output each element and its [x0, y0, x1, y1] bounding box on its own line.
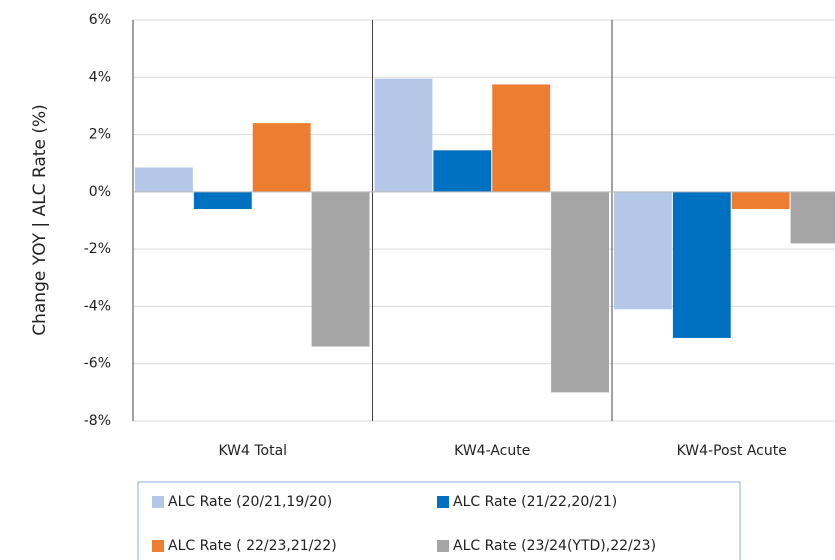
legend-swatch	[437, 540, 449, 552]
bar	[551, 191, 609, 393]
bar	[135, 167, 193, 192]
y-tick-label: 4%	[89, 69, 111, 85]
y-tick-label: -6%	[84, 356, 111, 372]
bar	[193, 191, 252, 210]
legend-swatch	[152, 540, 164, 552]
legend-swatch	[437, 496, 449, 508]
bar	[614, 191, 672, 310]
bar	[492, 84, 551, 192]
x-tick-label: KW4-Acute	[454, 443, 530, 459]
y-tick-label: 0%	[89, 184, 111, 200]
bar	[252, 123, 311, 192]
y-axis-label: Change YOY | ALC Rate (%)	[30, 104, 50, 336]
y-tick-label: -2%	[84, 241, 111, 257]
bar	[433, 150, 492, 192]
legend-label: ALC Rate (23/24(YTD),22/23)	[453, 538, 656, 554]
legend-label: ALC Rate (20/21,19/20)	[168, 494, 332, 510]
bar	[374, 78, 433, 192]
legend-label: ALC Rate ( 22/23,21/22)	[168, 538, 337, 554]
bar	[311, 191, 370, 347]
legend-swatch	[152, 496, 164, 508]
legend-label: ALC Rate (21/22,20/21)	[453, 494, 617, 510]
x-tick-label: KW4-Post Acute	[677, 443, 787, 459]
bar	[672, 191, 731, 338]
bar	[731, 191, 790, 210]
y-tick-label: 2%	[89, 127, 111, 143]
bar	[790, 191, 835, 244]
x-tick-label: KW4 Total	[218, 443, 287, 459]
y-tick-label: 6%	[89, 12, 111, 28]
y-tick-label: -8%	[84, 413, 111, 429]
y-tick-label: -4%	[84, 298, 111, 314]
